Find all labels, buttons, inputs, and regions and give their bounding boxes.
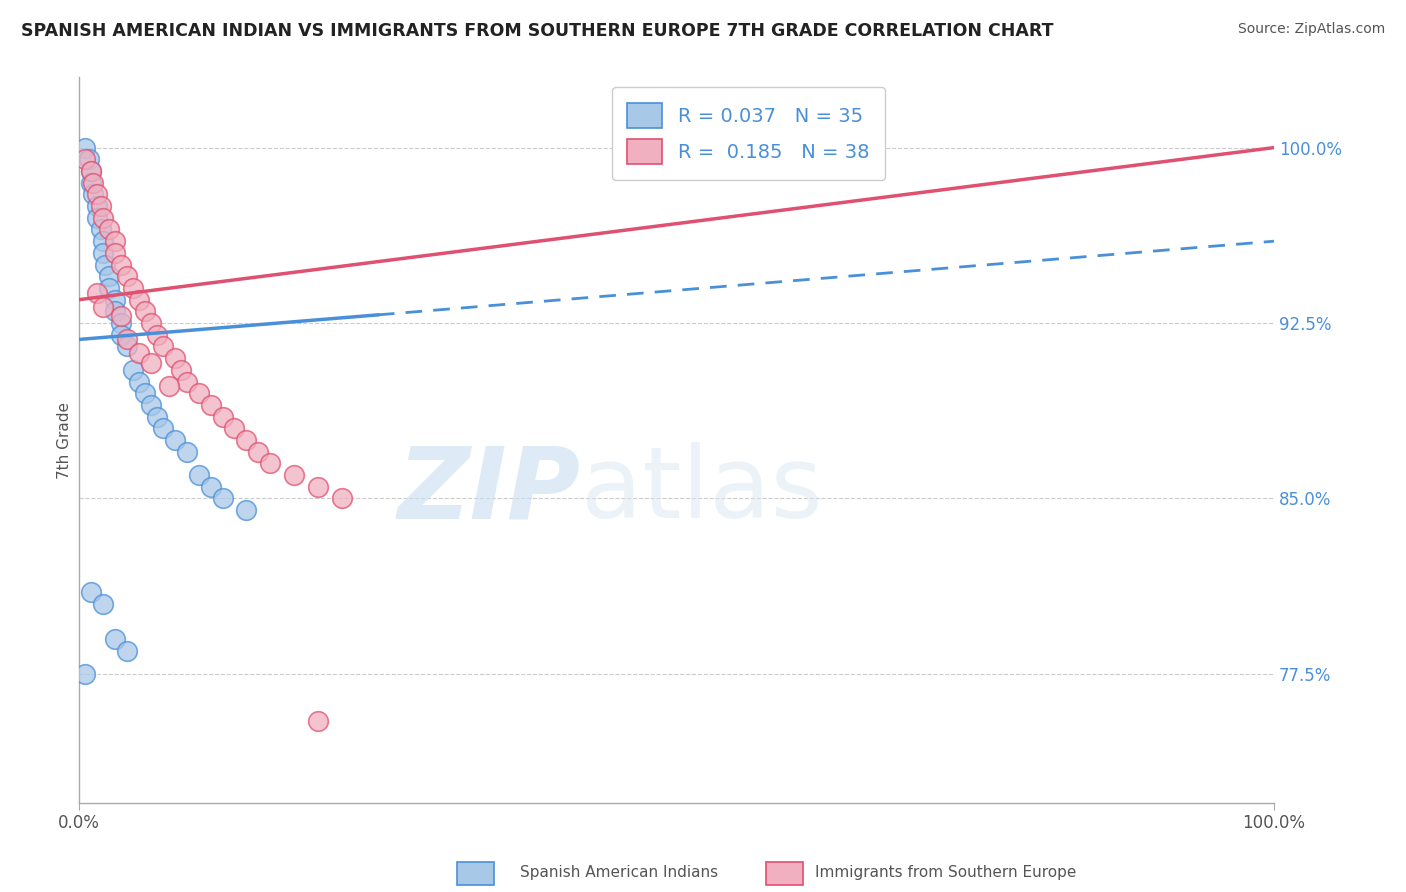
Point [211,409,233,424]
Point [90,199,112,213]
Point [98,269,121,284]
Text: Immigrants from Southern Europe: Immigrants from Southern Europe [815,865,1077,880]
Point [115,643,138,657]
Point [104,632,127,646]
Point [91,245,114,260]
Point [235,503,257,517]
Point [80,164,103,178]
Point [90,222,112,236]
Point [110,316,132,330]
Point [98,222,121,236]
Point [91,234,114,248]
Point [259,457,281,471]
Point [91,211,114,225]
Point [176,444,198,458]
Point [94,258,117,272]
Point [247,444,270,458]
Point [110,309,132,323]
Point [75,667,97,681]
Point [330,491,353,506]
Point [104,245,127,260]
Point [139,316,162,330]
Point [235,433,257,447]
Point [211,491,233,506]
Point [139,356,162,370]
Point [134,304,156,318]
Point [75,153,97,167]
Point [98,281,121,295]
Point [283,468,305,483]
Point [91,597,114,611]
Point [82,176,104,190]
Point [157,379,180,393]
Point [104,293,127,307]
Point [187,386,209,401]
Point [152,421,174,435]
Point [80,176,103,190]
Point [146,409,169,424]
Legend: R = 0.037   N = 35, R =  0.185   N = 38: R = 0.037 N = 35, R = 0.185 N = 38 [612,87,884,180]
Text: Source: ZipAtlas.com: Source: ZipAtlas.com [1237,22,1385,37]
Text: SPANISH AMERICAN INDIAN VS IMMIGRANTS FROM SOUTHERN EUROPE 7TH GRADE CORRELATION: SPANISH AMERICAN INDIAN VS IMMIGRANTS FR… [21,22,1053,40]
Point [307,480,329,494]
Text: atlas: atlas [581,442,823,540]
Point [86,199,108,213]
Point [110,327,132,342]
Point [146,327,169,342]
Point [104,304,127,318]
Point [139,398,162,412]
Point [122,363,145,377]
Point [86,285,108,300]
Point [200,480,222,494]
Point [82,187,104,202]
Y-axis label: 7th Grade: 7th Grade [58,401,72,478]
Point [115,269,138,284]
Text: ZIP: ZIP [398,442,581,540]
Point [104,234,127,248]
Point [115,333,138,347]
Point [128,375,150,389]
Point [80,164,103,178]
Point [128,293,150,307]
Point [122,281,145,295]
Point [86,187,108,202]
Point [152,339,174,353]
Point [115,339,138,353]
Point [128,346,150,360]
Point [200,398,222,412]
Point [307,714,329,728]
Point [86,211,108,225]
Point [176,375,198,389]
Point [110,258,132,272]
Text: Spanish American Indians: Spanish American Indians [520,865,718,880]
Point [170,363,193,377]
Point [163,433,186,447]
Point [80,585,103,599]
Point [77,153,100,167]
Point [134,386,156,401]
Point [187,468,209,483]
Point [224,421,246,435]
Point [163,351,186,366]
Point [91,300,114,314]
Point [75,140,97,154]
